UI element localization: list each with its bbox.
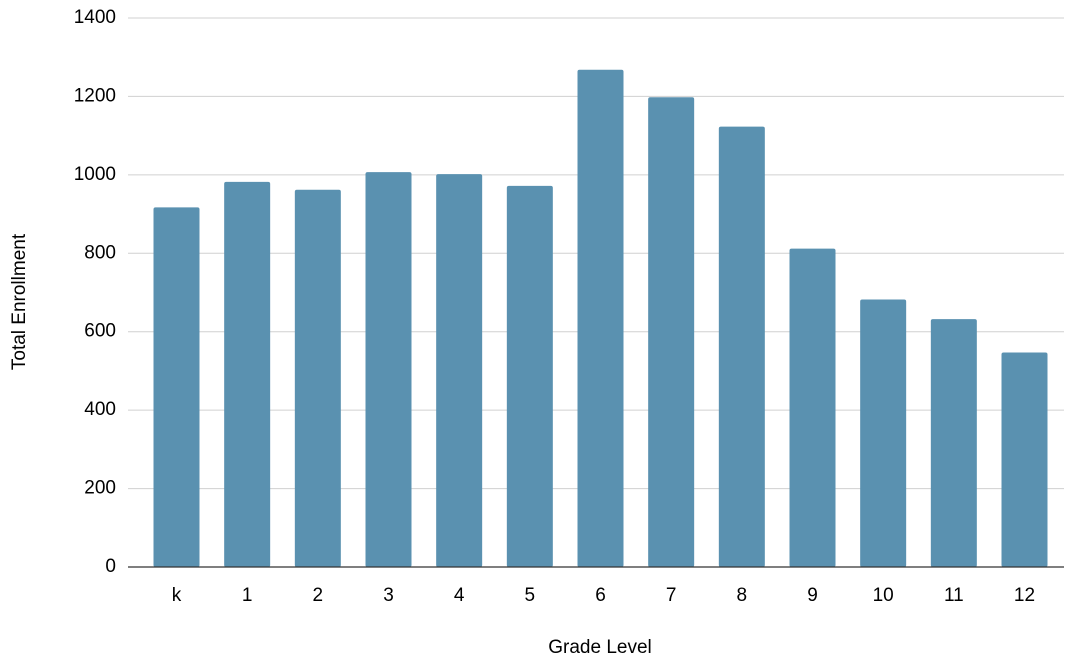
bar (860, 299, 907, 567)
y-tick-label: 0 (105, 556, 116, 577)
y-tick-label: 1400 (74, 7, 116, 28)
bar (718, 126, 765, 568)
x-tick-label: 2 (313, 585, 324, 606)
x-tick-label: 12 (1014, 585, 1035, 606)
bar (153, 207, 200, 567)
bar (577, 69, 624, 568)
x-tick-label: 1 (242, 585, 253, 606)
y-tick-label: 1000 (74, 164, 116, 185)
x-tick-label: 7 (666, 585, 677, 606)
bar (294, 189, 341, 567)
x-tick-label: 4 (454, 585, 465, 606)
x-tick-label: 8 (737, 585, 748, 606)
x-tick-label: 9 (807, 585, 818, 606)
x-tick-label: k (172, 585, 182, 606)
bar (930, 319, 977, 567)
bar (648, 97, 695, 567)
y-axis-title: Total Enrollment (9, 233, 30, 370)
x-axis-title: Grade Level (548, 637, 652, 658)
x-tick-label: 11 (944, 585, 964, 606)
y-tick-label: 800 (84, 242, 116, 263)
bar (224, 181, 271, 567)
x-tick-label: 6 (595, 585, 606, 606)
y-tick-label: 600 (84, 321, 116, 342)
y-axis-ticks: 0 200 400 600 800 1000 1200 1400 (74, 7, 116, 577)
bar (365, 172, 412, 568)
bar (789, 248, 836, 567)
bar (1001, 352, 1048, 567)
bar (506, 185, 553, 567)
x-tick-label: 10 (873, 585, 894, 606)
bars (153, 69, 1048, 568)
x-tick-label: 5 (525, 585, 536, 606)
y-tick-label: 1200 (74, 85, 116, 106)
y-tick-label: 400 (84, 399, 116, 420)
bar (436, 174, 483, 567)
y-tick-label: 200 (84, 478, 116, 499)
x-tick-label: 3 (383, 585, 394, 606)
x-axis-ticks: k 1 2 3 4 5 6 7 8 9 10 11 12 (172, 585, 1035, 606)
